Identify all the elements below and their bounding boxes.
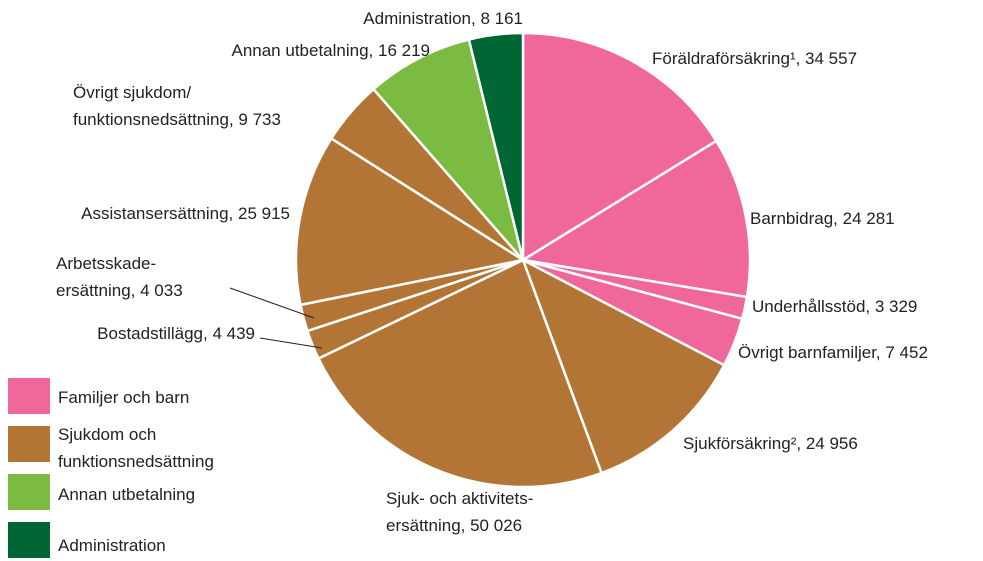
legend-label: Administration [58,536,166,555]
slice-label: Underhållsstöd, 3 329 [752,297,917,316]
pie-slice [520,257,726,475]
legend-label: Sjukdom och funktionsnedsättning [58,425,214,471]
legend-swatch [8,378,50,414]
slice-label: Sjuk- och aktivitets-ersättning, 50 026 [386,489,533,535]
slice-label: Assistansersättning, 25 915 [81,204,290,223]
pie-slice [294,136,527,307]
legend-swatch [8,522,50,558]
slice-label: Barnbidrag, 24 281 [750,209,895,228]
slice-label: Administration, 8 161 [363,9,523,28]
leader-line [259,337,323,349]
slice-label: Sjukförsäkring², 24 956 [683,434,858,453]
slice-label: Föräldraförsäkring¹, 34 557 [652,49,857,68]
pie-slice [519,139,752,299]
slice-label: Bostadstillägg, 4 439 [97,324,255,343]
legend-swatch [8,474,50,510]
slice-label: Övrigt barnfamiljer, 7 452 [738,343,928,362]
pie-slice [521,31,719,263]
pie-slice [371,38,525,261]
pie-slice [467,31,525,261]
slice-label: Övrigt sjukdom/funktionsnedsättning, 9 7… [73,83,281,129]
slice-label: Arbetsskade-ersättning, 4 033 [56,254,183,300]
legend-swatch [8,426,50,462]
legend-label: Familjer och barn [58,388,189,407]
pie-slice [316,258,604,489]
legend-label: Annan utbetalning [58,485,195,504]
slice-label: Annan utbetalning, 16 219 [231,41,430,60]
leader-line [229,287,315,319]
